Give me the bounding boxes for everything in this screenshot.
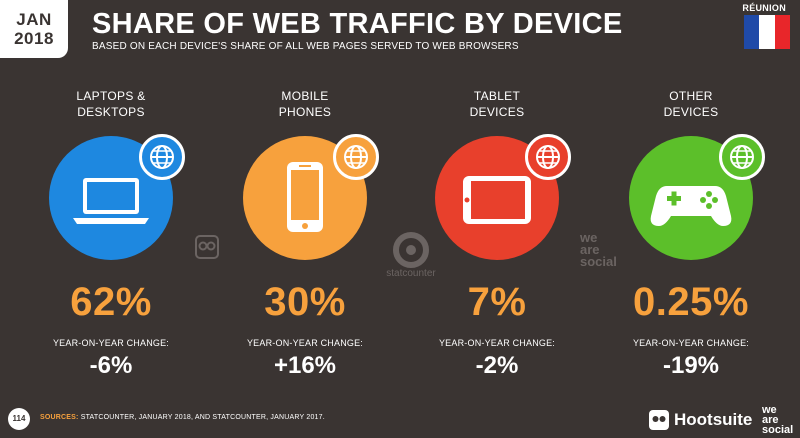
we-are-social-logo: we are social	[762, 404, 794, 436]
device-circle	[629, 136, 753, 260]
date-year: 2018	[14, 29, 54, 48]
page-number: 114	[8, 408, 30, 430]
yoy-label: YEAR-ON-YEAR CHANGE:	[438, 338, 556, 348]
statcounter-text: statcounter	[386, 268, 436, 279]
yoy-label: YEAR-ON-YEAR CHANGE:	[632, 338, 750, 348]
statcounter-logo-icon	[393, 232, 429, 268]
device-column-mobile: MOBILE PHONES 30% YEAR-ON-YEAR CHANGE: +…	[230, 0, 380, 400]
hootsuite-owl-icon	[649, 410, 669, 430]
share-value: 0.25%	[633, 280, 749, 324]
flag-stripe-blue	[744, 15, 760, 49]
page-title: SHARE OF WEB TRAFFIC BY DEVICE	[92, 8, 623, 40]
we-are-social-watermark: we are social	[580, 230, 617, 269]
country-label: RÉUNION	[742, 3, 786, 13]
yoy-label: YEAR-ON-YEAR CHANGE:	[246, 338, 364, 348]
flag-stripe-red	[774, 15, 790, 49]
yoy-value: -2%	[475, 352, 519, 379]
footer: 114 SOURCES: STATCOUNTER, JANUARY 2018, …	[0, 400, 800, 438]
device-column-tablet: TABLET DEVICES 7% YEAR-ON-YEAR CHANGE: -…	[422, 0, 572, 400]
device-column-other: OTHER DEVICES 0.25% YEAR-ON-YEAR CHANGE:…	[616, 0, 766, 400]
date-badge: JAN 2018	[0, 0, 68, 58]
tablet-icon	[463, 176, 531, 224]
sources-line: SOURCES: STATCOUNTER, JANUARY 2018, AND …	[40, 414, 325, 421]
share-value: 62%	[70, 280, 152, 324]
globe-icon	[525, 134, 571, 180]
laptop-icon	[73, 178, 149, 224]
share-value: 7%	[467, 280, 527, 324]
france-flag-icon	[744, 15, 790, 49]
statcounter-watermark: statcounter	[376, 232, 446, 280]
yoy-value: -6%	[89, 352, 133, 379]
sources-label: SOURCES:	[40, 414, 79, 421]
yoy-value: +16%	[273, 352, 337, 379]
hootsuite-owl-watermark-icon	[194, 234, 220, 260]
device-column-laptops: LAPTOPS & DESKTOPS 62% YEAR-ON-YEAR CHAN…	[36, 0, 186, 400]
date-month: JAN	[16, 10, 52, 29]
page-subtitle: BASED ON EACH DEVICE'S SHARE OF ALL WEB …	[92, 41, 519, 52]
device-circle	[49, 136, 173, 260]
device-label: MOBILE PHONES	[278, 89, 332, 119]
mobile-phone-icon	[287, 162, 323, 232]
globe-icon	[333, 134, 379, 180]
hootsuite-logo: Hootsuite	[648, 408, 752, 432]
share-value: 30%	[264, 280, 346, 324]
yoy-value: -19%	[662, 352, 720, 379]
flag-stripe-white	[759, 15, 775, 49]
yoy-label: YEAR-ON-YEAR CHANGE:	[52, 338, 170, 348]
device-label: TABLET DEVICES	[469, 89, 525, 119]
globe-icon	[719, 134, 765, 180]
sources-text: STATCOUNTER, JANUARY 2018, AND STATCOUNT…	[80, 414, 325, 421]
device-label: OTHER DEVICES	[663, 89, 719, 119]
device-label: LAPTOPS & DESKTOPS	[76, 89, 146, 119]
game-controller-icon	[650, 186, 732, 226]
globe-icon	[139, 134, 185, 180]
hootsuite-text: Hootsuite	[674, 410, 753, 429]
